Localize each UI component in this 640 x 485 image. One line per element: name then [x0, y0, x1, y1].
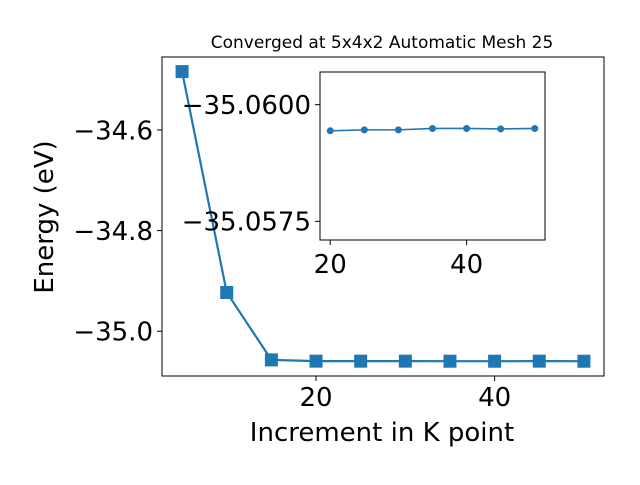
inset-frame [319, 71, 546, 241]
main-data-point [354, 354, 368, 368]
main-data-point [577, 354, 591, 368]
inset-x-tick-label: 20 [314, 250, 347, 280]
main-data-point [220, 285, 234, 299]
inset-data-point [497, 125, 505, 133]
main-data-point [175, 65, 189, 79]
main-x-tick-label: 20 [299, 383, 332, 413]
inset-plot-area: 20 40 −35.0600 −35.0575 [182, 71, 546, 280]
main-y-tick-label: −34.6 [73, 116, 153, 146]
inset-data-point [429, 124, 436, 132]
chart-title: Converged at 5x4x2 Automatic Mesh 25 [211, 33, 554, 53]
main-y-tick-label: −35.0 [73, 318, 153, 348]
main-data-point [264, 353, 278, 367]
inset-data-point [394, 126, 402, 134]
inset-data-point [360, 126, 368, 134]
main-series-line [181, 71, 584, 363]
inset-y-tick-label: −35.0575 [182, 208, 311, 238]
y-axis-label: Energy (eV) [30, 140, 60, 293]
x-axis-label: Increment in K point [250, 418, 514, 448]
main-data-point [309, 354, 323, 368]
inset-data-point [463, 124, 471, 132]
main-data-point [532, 354, 546, 368]
inset-x-tick-label: 40 [450, 250, 483, 280]
main-data-point [488, 354, 502, 368]
inset-data-point [531, 124, 539, 132]
main-y-tick-label: −34.8 [73, 217, 153, 247]
main-x-tick-label: 40 [478, 383, 511, 413]
inset-y-tick-label: −35.0600 [182, 91, 311, 121]
inset-data-point [326, 127, 334, 135]
main-data-point [398, 354, 412, 368]
main-data-point [443, 354, 457, 368]
